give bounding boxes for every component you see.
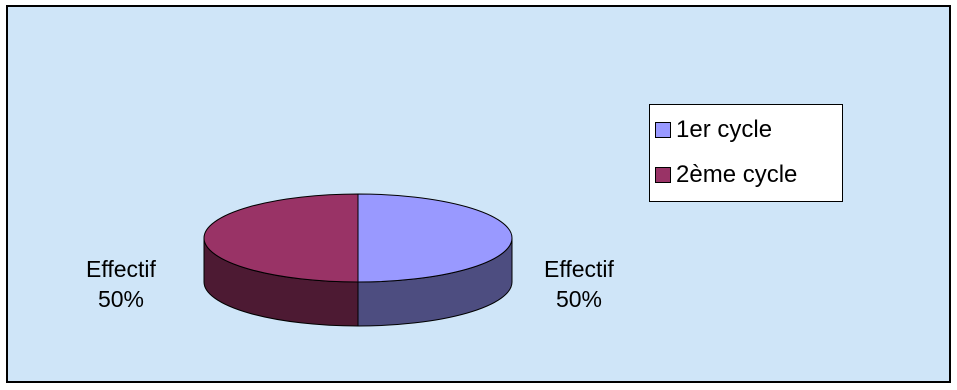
chart-area: Effectif 50% Effectif 50% 1er cycle 2ème… bbox=[6, 5, 951, 383]
data-label-series-name: Effectif bbox=[544, 256, 614, 282]
data-label-series-name: Effectif bbox=[86, 256, 156, 282]
pie-slice-2ème-cycle bbox=[203, 193, 359, 283]
data-label-2eme-cycle: Effectif 50% bbox=[66, 254, 176, 314]
data-label-1er-cycle: Effectif 50% bbox=[524, 254, 634, 314]
legend: 1er cycle 2ème cycle bbox=[649, 104, 843, 202]
legend-label: 2ème cycle bbox=[676, 161, 798, 188]
data-label-percent: 50% bbox=[97, 286, 145, 312]
legend-item-1er-cycle: 1er cycle bbox=[655, 115, 772, 145]
pie-chart bbox=[203, 193, 513, 327]
pie-slice-1er-cycle bbox=[357, 193, 513, 283]
legend-swatch bbox=[655, 167, 671, 183]
legend-item-2eme-cycle: 2ème cycle bbox=[655, 160, 797, 190]
legend-swatch bbox=[655, 122, 671, 138]
data-label-percent: 50% bbox=[555, 286, 603, 312]
legend-label: 1er cycle bbox=[676, 116, 773, 143]
